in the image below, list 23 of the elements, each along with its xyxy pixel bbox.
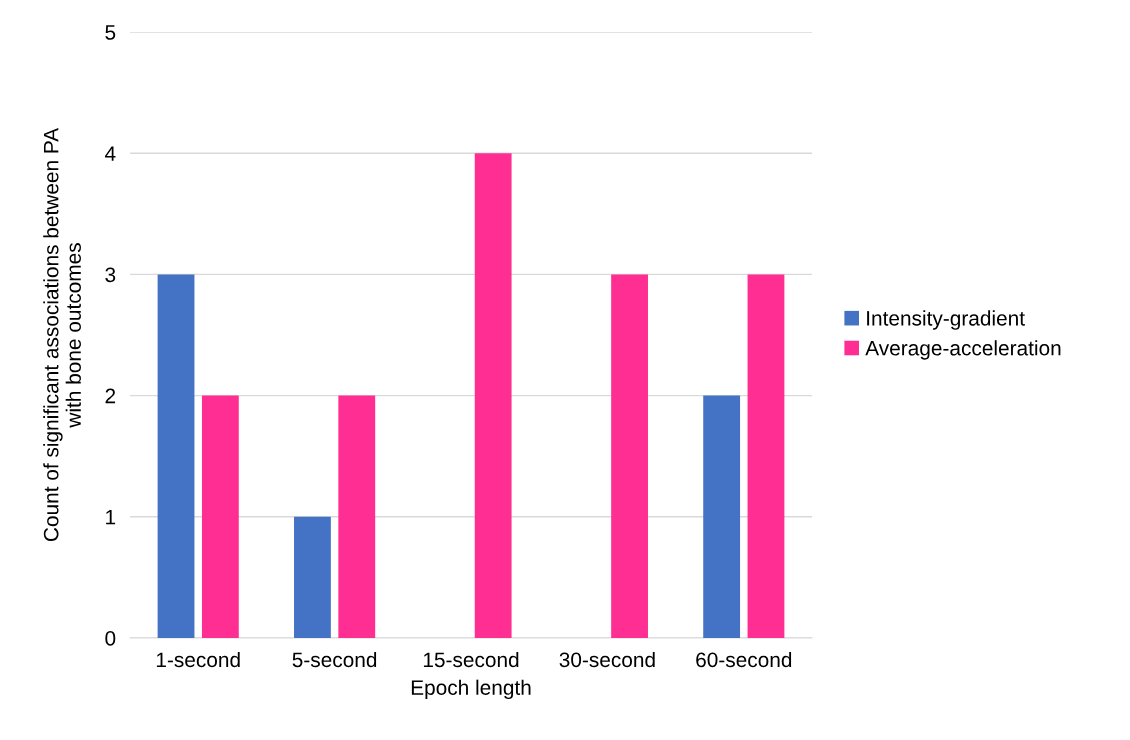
y-tick-label: 1 (106, 510, 116, 525)
x-tick-label: 60-second (696, 651, 792, 668)
y-tick-label: 4 (105, 146, 116, 161)
bar (747, 274, 785, 638)
bar (157, 274, 195, 638)
bar (474, 153, 512, 638)
x-tick-label: 30-second (559, 651, 655, 668)
y-tick-label: 5 (105, 25, 116, 40)
x-tick-label: 5-second (292, 651, 377, 668)
x-tick-label: 15-second (423, 651, 519, 668)
bar (611, 274, 648, 638)
bar (294, 516, 331, 638)
y-axis-title: Count of significant associations between PA with bone outcomes (43, 127, 81, 542)
legend-label: Average-acceleration (865, 340, 1061, 360)
x-axis-title: Epoch length (411, 679, 531, 700)
y-tick-label: 0 (105, 631, 116, 646)
bar (703, 395, 741, 638)
bar (201, 395, 239, 638)
legend-label: Intensity-gradient (867, 310, 1025, 330)
x-tick-label: 1-second (156, 651, 240, 668)
y-tick-label: 2 (105, 388, 116, 404)
bar (338, 395, 376, 638)
y-tick-label: 3 (105, 267, 116, 283)
